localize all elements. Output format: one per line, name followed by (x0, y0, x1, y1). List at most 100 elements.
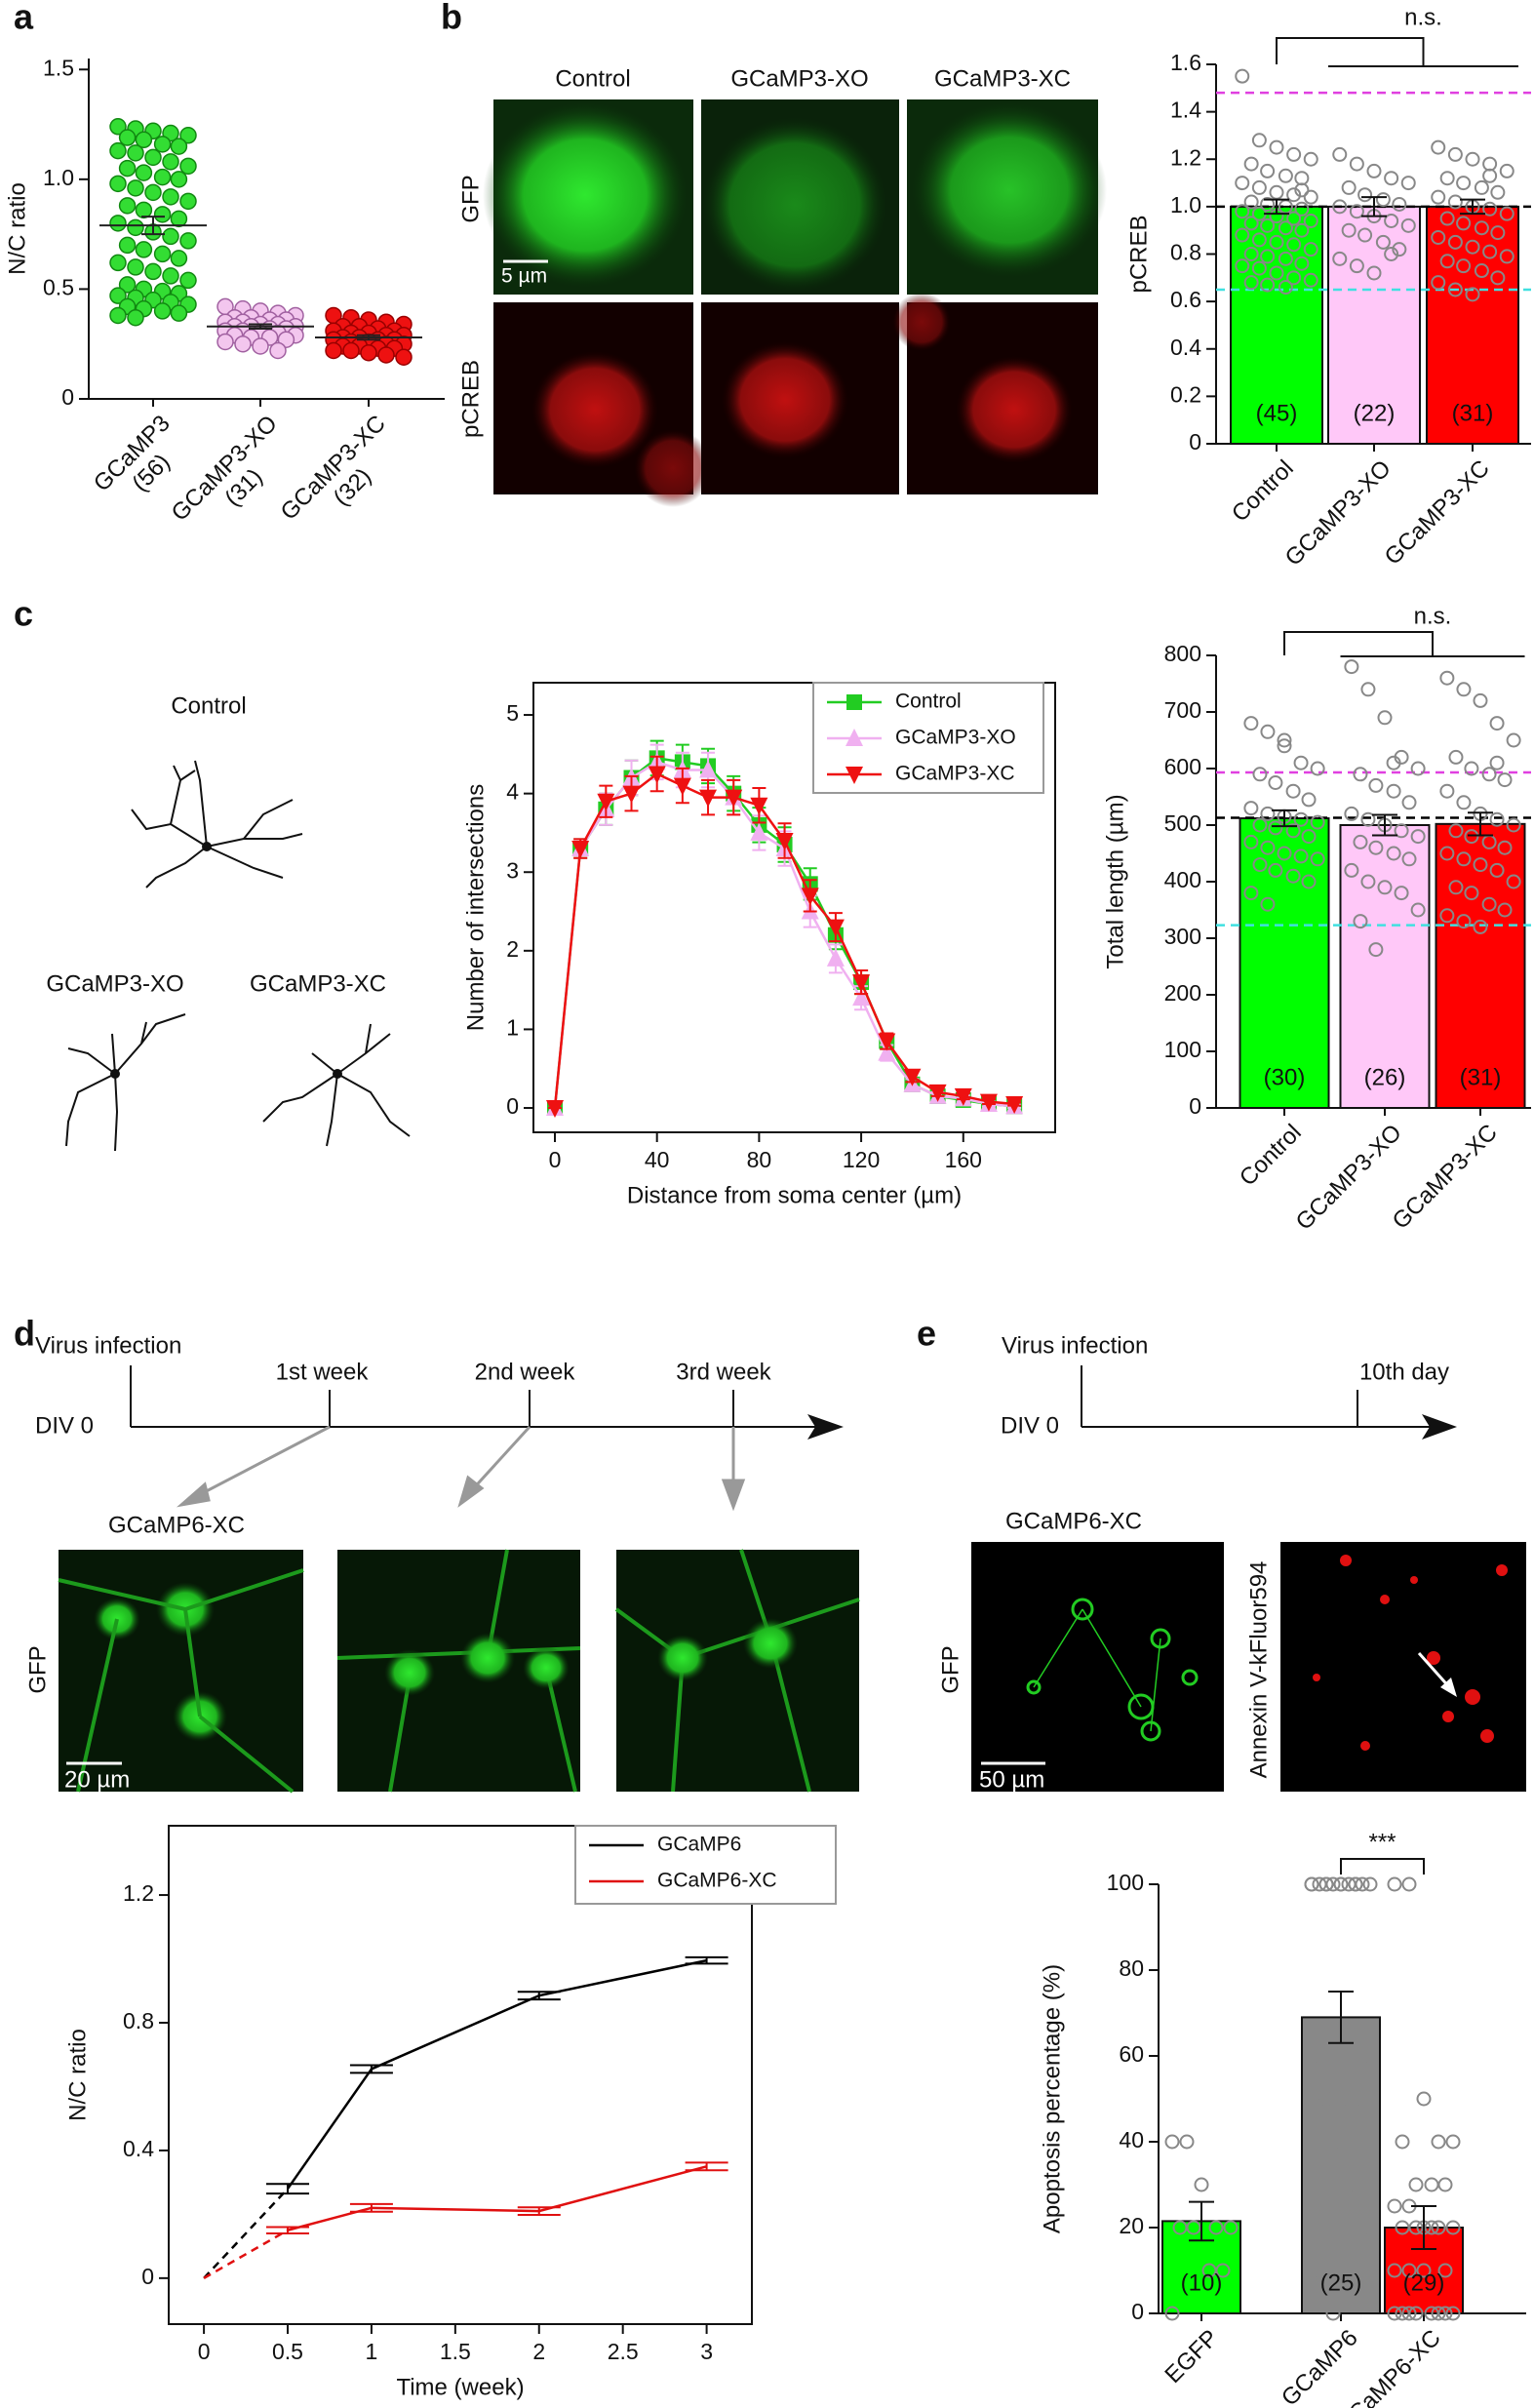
count-label: (45) (1256, 400, 1298, 426)
x-tick-label-group: Control (1227, 455, 1299, 528)
error-bar (1361, 196, 1387, 217)
x-tick-label: GCaMP3-XO (167, 411, 283, 527)
data-point (1293, 755, 1309, 770)
x-tick-label: GCaMP6 (1277, 2325, 1363, 2408)
timeline-label: DIV 0 (35, 1412, 94, 1439)
x-tick-label: GCaMP3-XO (1280, 455, 1396, 572)
data-point (1260, 249, 1276, 264)
data-point (1286, 211, 1302, 226)
data-point (1260, 840, 1276, 855)
data-point (1294, 182, 1310, 198)
data-point (1349, 204, 1364, 219)
data-point (1497, 902, 1513, 918)
y-tick-label: 1.0 (43, 165, 74, 190)
error-bar (1411, 2205, 1436, 2250)
data-point (1416, 2263, 1432, 2278)
data-point (1277, 846, 1292, 861)
error-bar (517, 1991, 561, 2001)
bar (1339, 824, 1431, 1109)
data-point (1260, 196, 1276, 212)
data-point (1448, 749, 1464, 765)
data-point (1445, 2134, 1461, 2150)
error-bar (685, 2161, 728, 2172)
error-bar (141, 216, 165, 236)
y-tick-label: 5 (506, 700, 519, 726)
marker (928, 1084, 947, 1102)
data-point (1310, 814, 1325, 830)
y-tick-label: 1.0 (1170, 192, 1201, 217)
data-point (1408, 2177, 1424, 2192)
y-tick-label: 600 (1164, 754, 1201, 779)
x-tick-label: 1.5 (440, 2339, 471, 2364)
data-point (1357, 227, 1373, 243)
data-point (1473, 919, 1488, 934)
data-point (1375, 234, 1391, 250)
significance-bracket (1283, 631, 1525, 657)
data-point (1208, 2220, 1224, 2235)
timeline-e: Virus infection DIV 0 10th day (1001, 1332, 1457, 1440)
marker (979, 1093, 998, 1112)
data-point (1481, 896, 1497, 912)
data-point (1277, 732, 1292, 748)
scale-label: 5 µm (501, 265, 547, 288)
data-point (1439, 211, 1455, 226)
series-line (553, 761, 1015, 1109)
data-point (135, 131, 153, 149)
data-point (1333, 1876, 1349, 1892)
data-point (1464, 886, 1479, 901)
marker (699, 789, 718, 808)
legend-label: GCaMP6 (657, 1834, 741, 1856)
data-point (1431, 2134, 1446, 2150)
x-tick-label: 80 (747, 1147, 772, 1172)
data-point (1447, 234, 1463, 250)
column-label: GCaMP3-XO (730, 65, 868, 92)
data-point (1439, 254, 1455, 269)
data-point (1260, 163, 1276, 178)
data-point (1439, 171, 1455, 186)
y-tick-label: 0 (61, 384, 74, 410)
data-point (1278, 280, 1293, 296)
y-tick-label: 20 (1119, 2213, 1144, 2238)
data-point (1286, 237, 1302, 253)
neuron (131, 760, 303, 888)
data-point (1401, 2306, 1417, 2321)
data-point (1447, 146, 1463, 162)
y-axis-label: N/C ratio (64, 2029, 91, 2121)
data-point (1260, 724, 1276, 739)
y-tick-label: 80 (1119, 1955, 1144, 1981)
data-point (1497, 772, 1513, 788)
marker (648, 766, 666, 784)
data-point (1353, 914, 1368, 929)
data-point (1310, 851, 1325, 867)
data-point (1223, 2220, 1239, 2235)
legend-box (574, 1825, 837, 1905)
neuron (65, 1013, 186, 1152)
significance-bracket (1276, 37, 1518, 67)
data-point (1448, 823, 1464, 839)
data-point (1447, 194, 1463, 210)
x-tick-label: 0 (549, 1147, 562, 1172)
y-tick-label: 700 (1164, 697, 1201, 723)
data-point (1474, 220, 1489, 236)
y-axis-label: N/C ratio (4, 182, 30, 275)
data-point (1344, 806, 1359, 821)
data-point (1431, 189, 1446, 205)
timeline-d: Virus infection DIV 0 1st week 2nd week … (35, 1332, 844, 1512)
data-point (1164, 2306, 1180, 2321)
data-point (1375, 192, 1391, 208)
x-tick-label: 2 (532, 2339, 545, 2364)
data-point (1431, 139, 1446, 155)
data-point (1465, 287, 1480, 302)
data-point (1384, 247, 1399, 261)
y-axis-label: Number of intersections (462, 784, 489, 1031)
data-point (1395, 2134, 1410, 2150)
data-point (118, 159, 137, 178)
marker (571, 841, 590, 859)
data-point (153, 302, 172, 320)
image-label: GCaMP6-XC (1005, 1508, 1142, 1534)
x-tick-label: 2.5 (608, 2339, 639, 2364)
data-point (1439, 783, 1455, 799)
row-label: GFP (457, 175, 484, 222)
data-point (1269, 139, 1284, 155)
